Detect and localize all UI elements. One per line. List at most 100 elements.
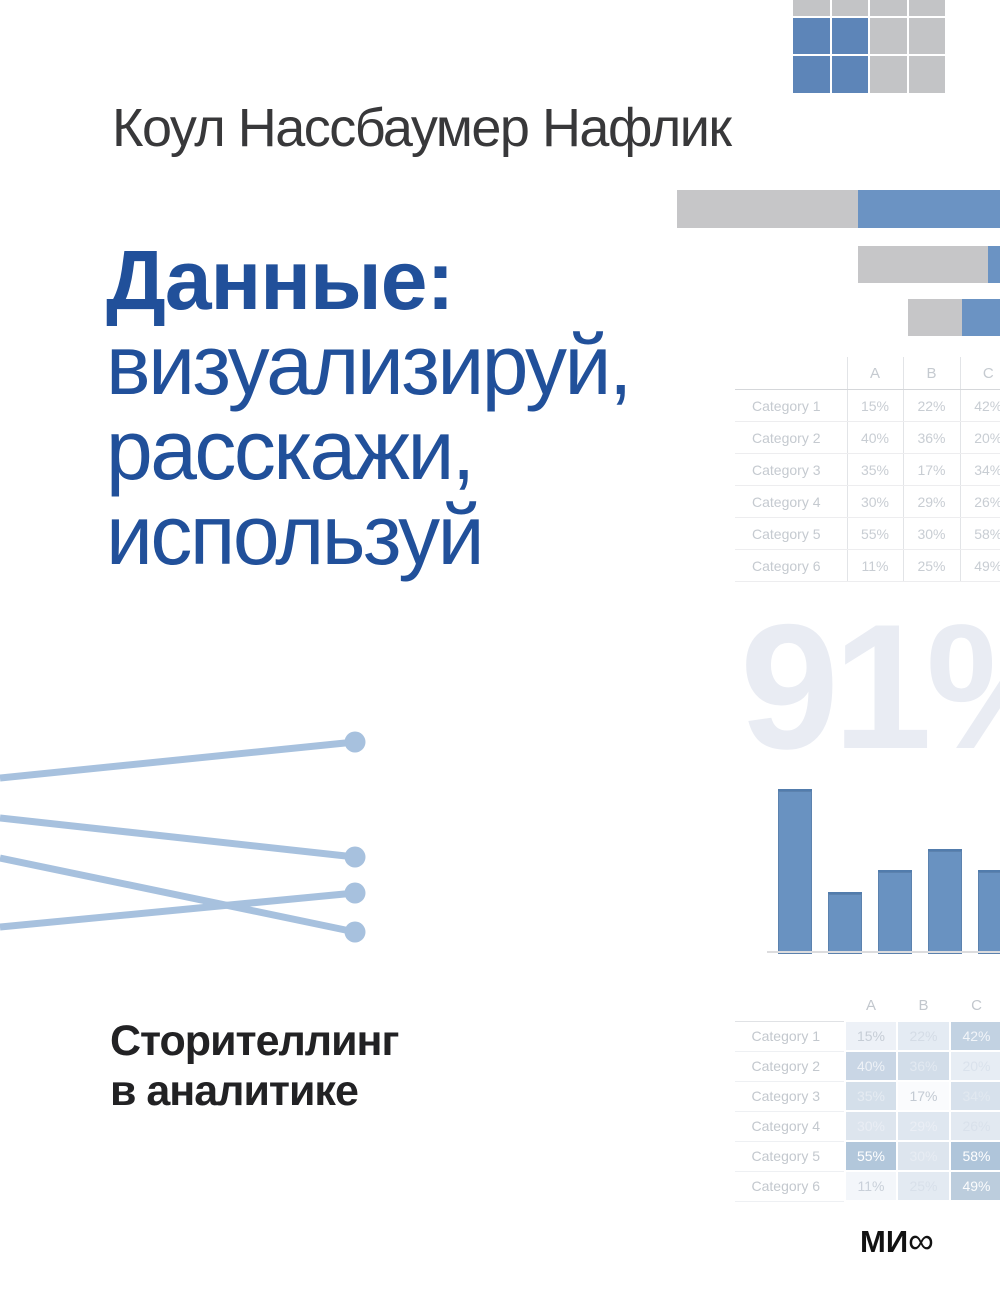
slope-endpoint-dot [344, 921, 366, 943]
table-value: 40% [846, 421, 903, 454]
table-value: 17% [902, 453, 960, 486]
heatmap-corner-cell [735, 990, 845, 1022]
slope-line [0, 738, 356, 782]
progress-bar [677, 190, 1000, 228]
bar-segment-gray [858, 246, 988, 283]
bar-segment-gray [908, 299, 962, 336]
slope-line [0, 814, 356, 861]
table-value: 25% [902, 549, 960, 582]
book-title: Данные: визуализируй, расскажи, использу… [106, 238, 632, 582]
table-value: 26% [959, 485, 1000, 518]
heatmap-cell: 17% [896, 1080, 951, 1112]
heatmap-row: Category 1 15% 22% 42% [735, 1020, 1000, 1052]
table-value: 35% [846, 453, 903, 486]
table-corner-cell [735, 357, 847, 390]
waffle-cell [870, 17, 907, 54]
table-value: 30% [846, 485, 903, 518]
heatmap-cell: 15% [844, 1020, 898, 1052]
column-header: C [959, 357, 1000, 390]
heatmap-row-label: Category 5 [735, 1141, 846, 1172]
waffle-cell [908, 56, 945, 93]
heatmap-cell: 22% [896, 1020, 951, 1052]
watermark-percentage: 91% [740, 587, 1000, 786]
title-line: используй [106, 488, 485, 582]
table-value: 11% [846, 549, 903, 582]
table-row: Category 1 15% 22% 42% [735, 389, 1000, 422]
heatmap-row-label: Category 3 [735, 1081, 846, 1112]
table-value: 49% [959, 549, 1000, 582]
row-label: Category 6 [735, 549, 847, 582]
heatmap-cell: 26% [949, 1110, 1000, 1142]
row-label: Category 2 [735, 421, 847, 454]
slopegraph-chart [0, 731, 366, 943]
heatmap-cell: 34% [949, 1080, 1000, 1112]
waffle-cell [870, 56, 907, 93]
subtitle-line: Сторителлинг [110, 1017, 399, 1065]
table-value: 58% [959, 517, 1000, 550]
heatmap-table: A B C Category 1 15% 22% 42% Category 2 40% 36% 20… [735, 990, 1000, 1202]
slope-endpoint-dot [344, 846, 366, 868]
infinity-icon: ∞ [908, 1220, 934, 1261]
column-header: B [902, 357, 960, 390]
heatmap-row: Category 4 30% 29% 26% [735, 1110, 1000, 1142]
heatmap-row-label: Category 6 [735, 1171, 846, 1202]
row-label: Category 3 [735, 453, 847, 486]
heatmap-column-header: A [845, 990, 897, 1022]
heatmap-row: Category 3 35% 17% 34% [735, 1080, 1000, 1112]
waffle-cell [793, 0, 830, 16]
row-label: Category 5 [735, 517, 847, 550]
heatmap-cell: 58% [949, 1140, 1000, 1172]
slope-endpoint-dot [344, 731, 366, 753]
column-header: A [846, 357, 903, 390]
heatmap-column-header: B [897, 990, 950, 1022]
waffle-cell [870, 0, 907, 16]
slope-line [0, 854, 356, 936]
bar-chart-baseline [767, 951, 1000, 953]
table-value: 30% [902, 517, 960, 550]
bar-segment-blue [962, 299, 1000, 336]
chart-bar [778, 789, 812, 954]
table-value: 22% [902, 389, 960, 422]
data-table: A B C Category 1 15% 22% 42% Category 2 40% 36% 20… [735, 357, 1000, 582]
chart-bar [878, 870, 912, 954]
heatmap-row-label: Category 4 [735, 1111, 846, 1142]
heatmap-cell: 11% [844, 1170, 898, 1202]
bar-segment-blue [988, 246, 1000, 283]
waffle-cell [793, 56, 830, 93]
progress-bar [908, 299, 1000, 336]
heatmap-row: Category 6 11% 25% 49% [735, 1170, 1000, 1202]
author-name: Коул Нассбаумер Нафлик [112, 98, 732, 158]
waffle-cell [793, 17, 830, 54]
heatmap-cell: 30% [896, 1140, 951, 1172]
title-line: визуализируй, [106, 318, 632, 412]
table-value: 42% [959, 389, 1000, 422]
table-row: Category 6 11% 25% 49% [735, 549, 1000, 582]
row-label: Category 1 [735, 389, 847, 422]
waffle-cell [831, 0, 868, 16]
table-row: Category 2 40% 36% 20% [735, 421, 1000, 454]
publisher-logo: МИ∞ [860, 1220, 934, 1262]
subtitle-line: в аналитике [110, 1067, 359, 1115]
heatmap-row: Category 5 55% 30% 58% [735, 1140, 1000, 1172]
waffle-cell [831, 56, 868, 93]
table-row: Category 5 55% 30% 58% [735, 517, 1000, 550]
heatmap-row: Category 2 40% 36% 20% [735, 1050, 1000, 1082]
slope-line [0, 889, 356, 931]
heatmap-cell: 30% [844, 1110, 898, 1142]
heatmap-cell: 20% [949, 1050, 1000, 1082]
bar-segment-blue [858, 190, 1000, 228]
heatmap-cell: 40% [844, 1050, 898, 1082]
waffle-cell [908, 17, 945, 54]
heatmap-cell: 55% [844, 1140, 898, 1172]
heatmap-row-label: Category 1 [735, 1021, 846, 1052]
heatmap-cell: 42% [949, 1020, 1000, 1052]
bar-segment-gray [677, 190, 858, 228]
heatmap-cell: 25% [896, 1170, 951, 1202]
table-value: 20% [959, 421, 1000, 454]
waffle-grid-chart [793, 0, 945, 93]
table-row: Category 3 35% 17% 34% [735, 453, 1000, 486]
heatmap-row-label: Category 2 [735, 1051, 846, 1082]
